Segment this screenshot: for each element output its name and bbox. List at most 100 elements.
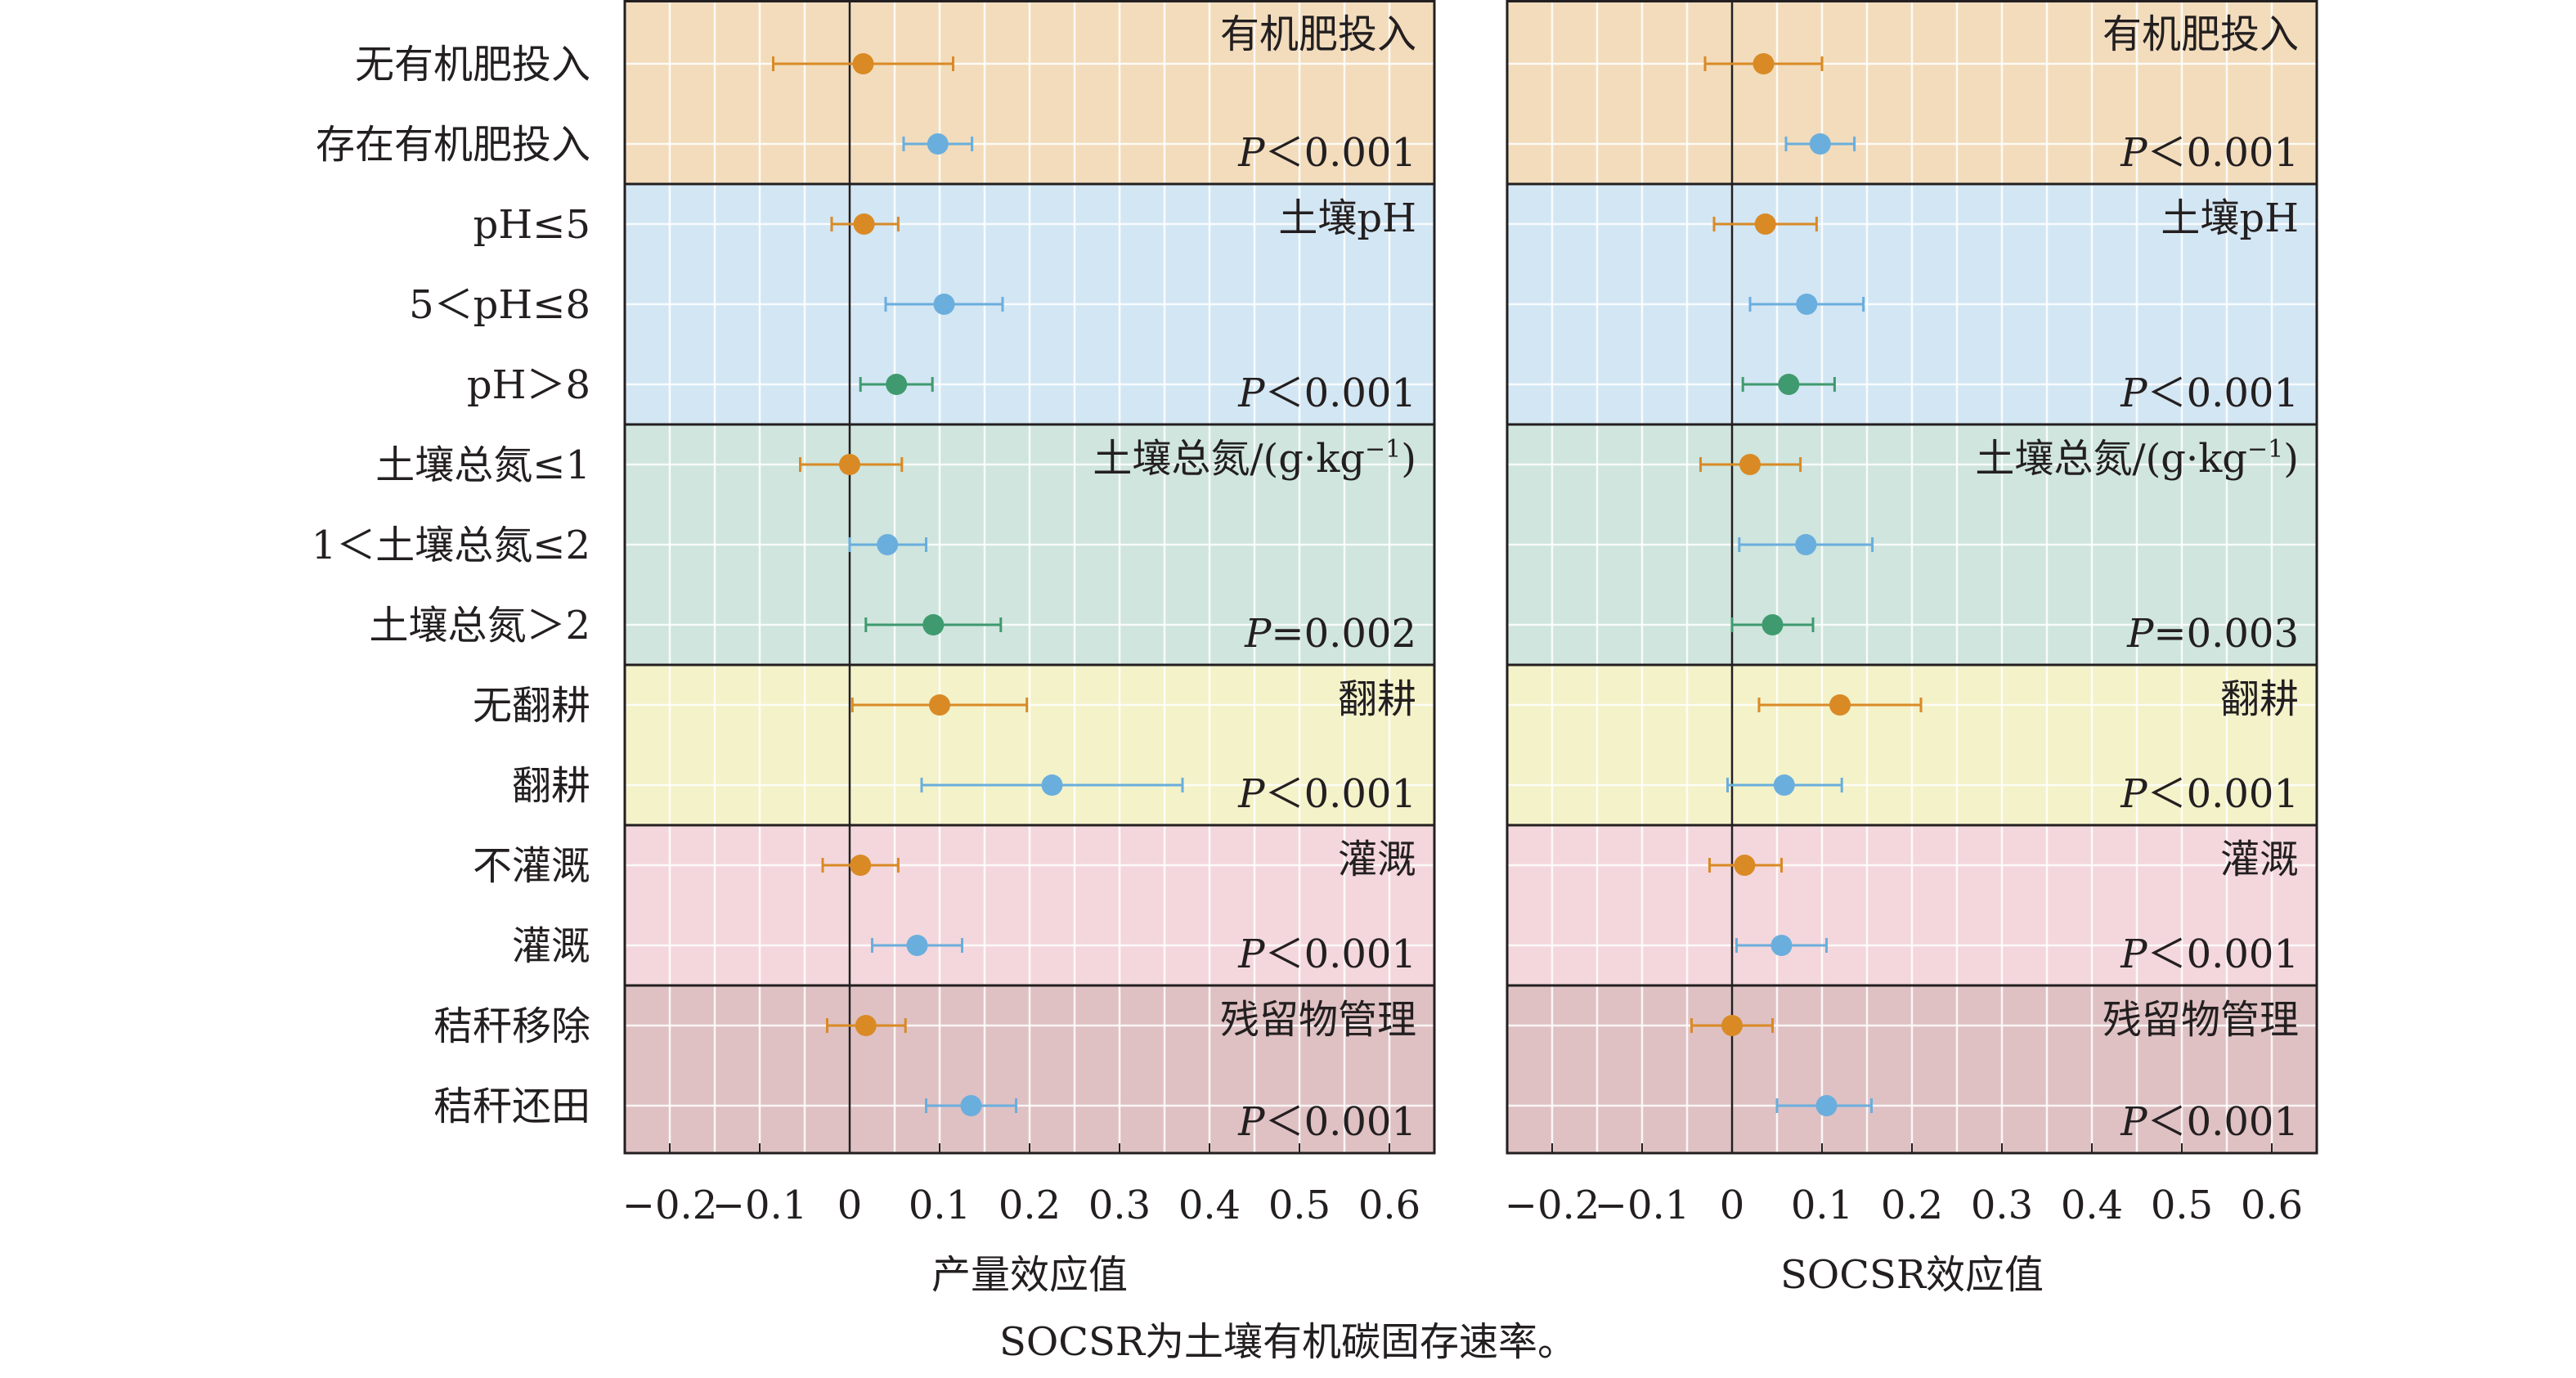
row-label: 秸秆移除 <box>433 1003 590 1049</box>
group-title-text: 土壤总氮/(g·kg <box>1093 436 1365 482</box>
row-label: 无翻耕 <box>473 683 590 729</box>
row-label: 存在有机肥投入 <box>316 122 590 168</box>
effect-point <box>850 855 872 876</box>
p-value-text: ＜0.001 <box>2147 771 2299 817</box>
x-tick-label: −0.2 <box>1505 1183 1600 1228</box>
row-label: pH≤5 <box>473 202 590 248</box>
x-tick-label: 0 <box>1720 1183 1745 1228</box>
effect-point <box>960 1095 982 1116</box>
x-tick-label: 0.4 <box>1178 1183 1241 1228</box>
p-value: P=0.002 <box>1244 611 1416 657</box>
group-title-superscript: −1 <box>1365 435 1401 464</box>
p-value-symbol: P <box>2120 771 2147 817</box>
row-label: 翻耕 <box>512 763 590 809</box>
x-tick-label: 0.1 <box>909 1183 971 1228</box>
x-tick-label: 0.3 <box>1088 1183 1151 1228</box>
p-value: P＜0.001 <box>2120 130 2299 176</box>
p-value-text: =0.002 <box>1271 611 1416 657</box>
p-value-text: ＜0.001 <box>2147 1099 2299 1145</box>
p-value-text: ＜0.001 <box>2147 931 2299 977</box>
effect-point <box>1752 53 1775 74</box>
effect-point <box>933 294 955 315</box>
effect-point <box>839 454 860 475</box>
effect-point <box>1809 133 1831 155</box>
effect-point <box>886 374 908 395</box>
group-title: 土壤pH <box>2161 195 2299 241</box>
row-label: 土壤总氮＞2 <box>369 603 590 649</box>
row-label: 不灌溉 <box>473 843 590 889</box>
effect-point <box>1754 213 1776 235</box>
p-value-text: ＜0.001 <box>1265 370 1416 416</box>
x-tick-label: −0.2 <box>622 1183 718 1228</box>
p-value-symbol: P <box>2120 130 2147 176</box>
p-value: P＜0.001 <box>1237 130 1416 176</box>
p-value: P＜0.001 <box>2120 1099 2299 1145</box>
effect-point <box>929 694 950 716</box>
effect-point <box>1795 534 1817 555</box>
effect-point <box>1770 935 1793 956</box>
x-tick-label: 0.6 <box>1358 1183 1420 1228</box>
p-value: P＜0.001 <box>2120 931 2299 977</box>
socsr-effect-panel: 有机肥投入P＜0.001土壤pHP＜0.001土壤总氮/(g·kg−1)P=0.… <box>1505 0 2318 1298</box>
p-value-symbol: P <box>2126 611 2154 657</box>
p-value-symbol: P <box>2120 931 2147 977</box>
p-value-symbol: P <box>1237 1099 1265 1145</box>
row-label: pH＞8 <box>467 362 590 408</box>
row-label: 土壤总氮≤1 <box>375 442 590 488</box>
group-title-superscript: −1 <box>2247 435 2283 464</box>
effect-point <box>1815 1095 1838 1116</box>
group-title: 有机肥投入 <box>2103 11 2299 57</box>
effect-point <box>1739 454 1761 475</box>
p-value-symbol: P <box>1237 130 1265 176</box>
x-tick-label: 0.2 <box>999 1183 1061 1228</box>
effect-point <box>1761 614 1784 635</box>
group-title-tail: ) <box>2283 436 2299 482</box>
effect-point <box>853 213 875 235</box>
x-axis-title: SOCSR效应值 <box>1780 1252 2044 1298</box>
row-label: 无有机肥投入 <box>355 42 590 88</box>
p-value-symbol: P <box>1244 611 1272 657</box>
x-tick-label: 0.2 <box>1881 1183 1943 1228</box>
effect-point <box>1041 774 1063 796</box>
x-axis-title: 产量效应值 <box>931 1252 1128 1298</box>
effect-point <box>877 534 899 555</box>
p-value-text: ＜0.001 <box>2147 130 2299 176</box>
p-value-text: ＜0.001 <box>2147 370 2299 416</box>
p-value: P＜0.001 <box>1237 370 1416 416</box>
p-value-text: ＜0.001 <box>1265 931 1416 977</box>
p-value-symbol: P <box>2120 1099 2147 1145</box>
p-value: P＜0.001 <box>2120 771 2299 817</box>
row-label: 1＜土壤总氮≤2 <box>312 523 590 568</box>
p-value: P＜0.001 <box>1237 931 1416 977</box>
yield-effect-panel: 有机肥投入P＜0.001土壤pHP＜0.001土壤总氮/(g·kg−1)P=0.… <box>622 0 1436 1298</box>
effect-point <box>852 53 874 74</box>
effect-point <box>1773 774 1795 796</box>
group-title: 翻耕 <box>2220 676 2299 722</box>
group-title: 残留物管理 <box>2103 997 2299 1043</box>
effect-point <box>922 614 945 635</box>
p-value: P＜0.001 <box>1237 771 1416 817</box>
row-label: 5＜pH≤8 <box>409 282 590 328</box>
p-value-text: ＜0.001 <box>1265 1099 1416 1145</box>
group-title: 灌溉 <box>1338 837 1416 882</box>
x-tick-label: 0.5 <box>2151 1183 2213 1228</box>
p-value-symbol: P <box>1237 771 1265 817</box>
x-tick-label: 0.4 <box>2061 1183 2123 1228</box>
effect-point <box>855 1015 877 1036</box>
p-value-symbol: P <box>2120 370 2147 416</box>
x-tick-label: −0.1 <box>1595 1183 1690 1228</box>
x-tick-label: −0.1 <box>712 1183 808 1228</box>
x-tick-label: 0 <box>837 1183 863 1228</box>
group-title: 有机肥投入 <box>1220 11 1416 57</box>
x-tick-label: 0.3 <box>1971 1183 2033 1228</box>
p-value-symbol: P <box>1237 931 1265 977</box>
effect-point <box>1734 855 1756 876</box>
p-value: P=0.003 <box>2126 611 2299 657</box>
x-tick-label: 0.5 <box>1268 1183 1331 1228</box>
x-tick-label: 0.6 <box>2241 1183 2303 1228</box>
group-title: 翻耕 <box>1338 676 1416 722</box>
x-tick-label: 0.1 <box>1791 1183 1853 1228</box>
p-value: P＜0.001 <box>2120 370 2299 416</box>
